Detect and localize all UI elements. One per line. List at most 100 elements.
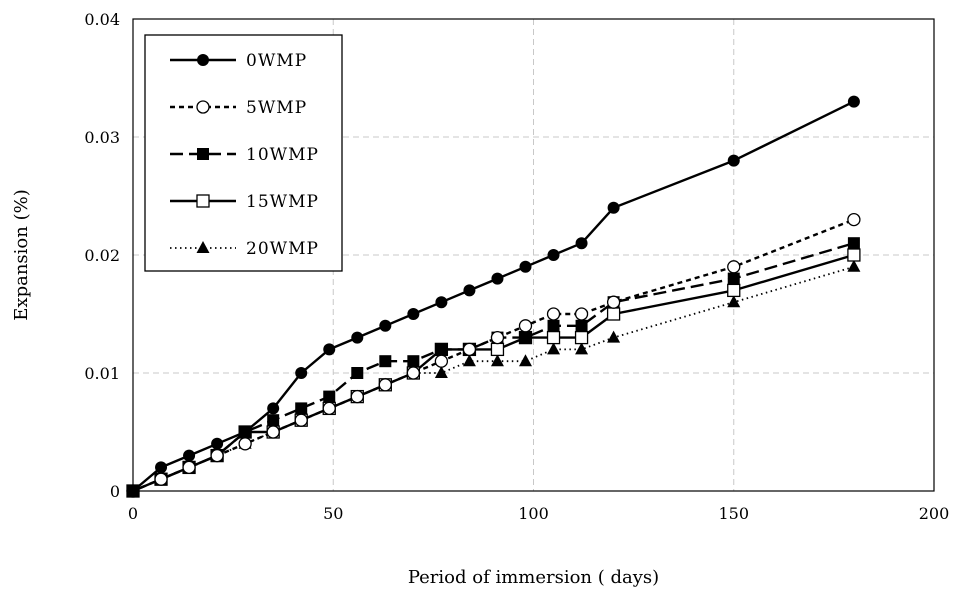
y-tick-label: 0.02 [84,246,120,265]
x-tick-label: 150 [718,504,749,523]
data-point [607,330,621,343]
x-tick-label: 0 [128,504,138,523]
data-point [727,260,741,274]
legend-label: 0WMP [246,51,307,71]
data-point [547,249,560,261]
axis-ticks: 0 50 100 150 200 0 0.01 0.02 0.03 0.04 [84,10,949,523]
data-point [462,342,477,357]
y-tick-label: 0.04 [84,10,120,29]
data-point [210,448,224,463]
data-point [295,367,308,379]
data-point [295,402,308,415]
data-point [406,366,421,380]
data-point [574,307,589,321]
data-point [379,319,392,332]
data-point [847,95,860,108]
legend-marker [196,241,210,253]
data-point [847,237,860,250]
legend-marker [196,194,210,208]
data-point [575,237,588,250]
data-point [379,355,392,368]
legend-entry: 15WMP [170,192,319,212]
data-point [575,342,589,355]
data-point [155,461,168,474]
data-series [126,95,861,498]
x-axis-title: Period of immersion ( days) [408,567,659,588]
data-point [294,413,308,427]
data-point [154,472,168,486]
legend-entry: 5WMP [170,98,307,118]
data-point [462,354,476,367]
data-point [322,401,336,416]
legend-marker [197,54,209,66]
x-tick-label: 200 [919,504,950,523]
data-point [491,272,504,285]
x-tick-label: 100 [518,504,549,523]
data-point [434,354,449,368]
data-point [547,342,561,355]
data-point [575,319,588,332]
legend-label: 10WMP [246,145,319,165]
legend-label: 15WMP [246,192,319,212]
y-axis-title: Expansion (%) [11,189,32,320]
legend-entry: 20WMP [170,239,319,259]
data-point [518,354,532,367]
legend-label: 20WMP [246,239,319,259]
data-point [847,248,861,262]
data-point [463,284,476,297]
data-point [182,460,196,475]
data-point [519,260,532,273]
legend-entry: 0WMP [170,51,307,71]
data-point [606,295,621,309]
data-point [266,425,280,439]
data-point [127,485,139,497]
data-point [267,414,280,427]
data-point [267,402,280,415]
legend-marker [196,100,210,114]
data-point [727,295,741,308]
data-point [727,154,740,167]
data-point [434,366,448,378]
data-point [546,307,561,321]
data-point [847,212,861,227]
data-point [238,437,252,451]
series-20WMP [126,259,861,496]
legend-label: 5WMP [246,98,307,118]
series-0WMP [127,95,860,497]
data-point [435,296,448,309]
y-tick-label: 0.03 [84,128,120,147]
y-tick-label: 0.01 [84,364,120,383]
data-point [727,283,741,298]
data-point [574,330,589,345]
data-point [239,426,252,438]
data-point [490,342,505,357]
legend-marker [197,148,209,160]
data-point [847,259,861,272]
plot-area-frame [132,18,935,492]
legend: 0WMP 5WMP 10WMP 15WMP 20WMP [144,34,343,272]
y-tick-label: 0 [110,482,120,501]
data-point [323,390,336,403]
data-point [351,331,364,344]
data-point [490,354,504,367]
data-point [519,331,532,344]
data-point [546,330,561,345]
data-point [211,437,224,450]
data-point [727,272,740,285]
data-point [547,319,560,332]
data-point [606,307,621,321]
data-point [323,343,336,356]
series-line [132,265,855,492]
data-point [435,343,448,356]
data-point [407,355,420,368]
data-point [407,308,420,320]
data-point [183,449,196,462]
x-tick-label: 50 [323,504,343,523]
data-point [350,389,364,404]
data-point [378,378,392,392]
data-point [607,201,620,214]
data-point [518,319,533,333]
data-point [490,330,505,345]
legend-entry: 10WMP [170,145,319,165]
